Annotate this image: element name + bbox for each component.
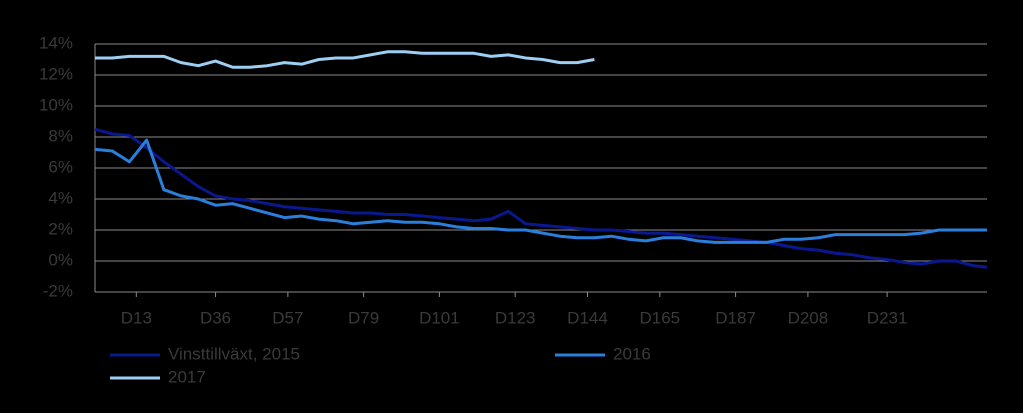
y-tick-label: 14% <box>39 33 73 52</box>
y-tick-label: 10% <box>39 95 73 114</box>
x-tick-label: D57 <box>272 308 303 327</box>
y-tick-label: 0% <box>48 250 73 269</box>
y-tick-label: -2% <box>43 281 73 300</box>
x-tick-label: D187 <box>715 308 756 327</box>
legend-label: Vinsttillväxt, 2015 <box>168 344 300 363</box>
y-tick-label: 2% <box>48 219 73 238</box>
x-tick-label: D79 <box>348 308 379 327</box>
series-line <box>94 127 988 269</box>
x-tick-label: D231 <box>867 308 908 327</box>
x-tick-label: D36 <box>200 308 231 327</box>
x-tick-label: D208 <box>788 308 829 327</box>
y-tick-label: 8% <box>48 126 73 145</box>
series-line <box>95 50 595 69</box>
x-tick-label: D123 <box>495 308 536 327</box>
y-tick-label: 12% <box>39 64 73 83</box>
y-tick-label: 6% <box>48 157 73 176</box>
legend-label: 2016 <box>613 344 651 363</box>
x-tick-label: D144 <box>567 308 608 327</box>
x-tick-label: D101 <box>419 308 460 327</box>
series-line <box>94 138 987 244</box>
x-tick-label: D13 <box>121 308 152 327</box>
legend-label: 2017 <box>168 367 206 386</box>
x-tick-label: D165 <box>639 308 680 327</box>
y-tick-label: 4% <box>48 188 73 207</box>
